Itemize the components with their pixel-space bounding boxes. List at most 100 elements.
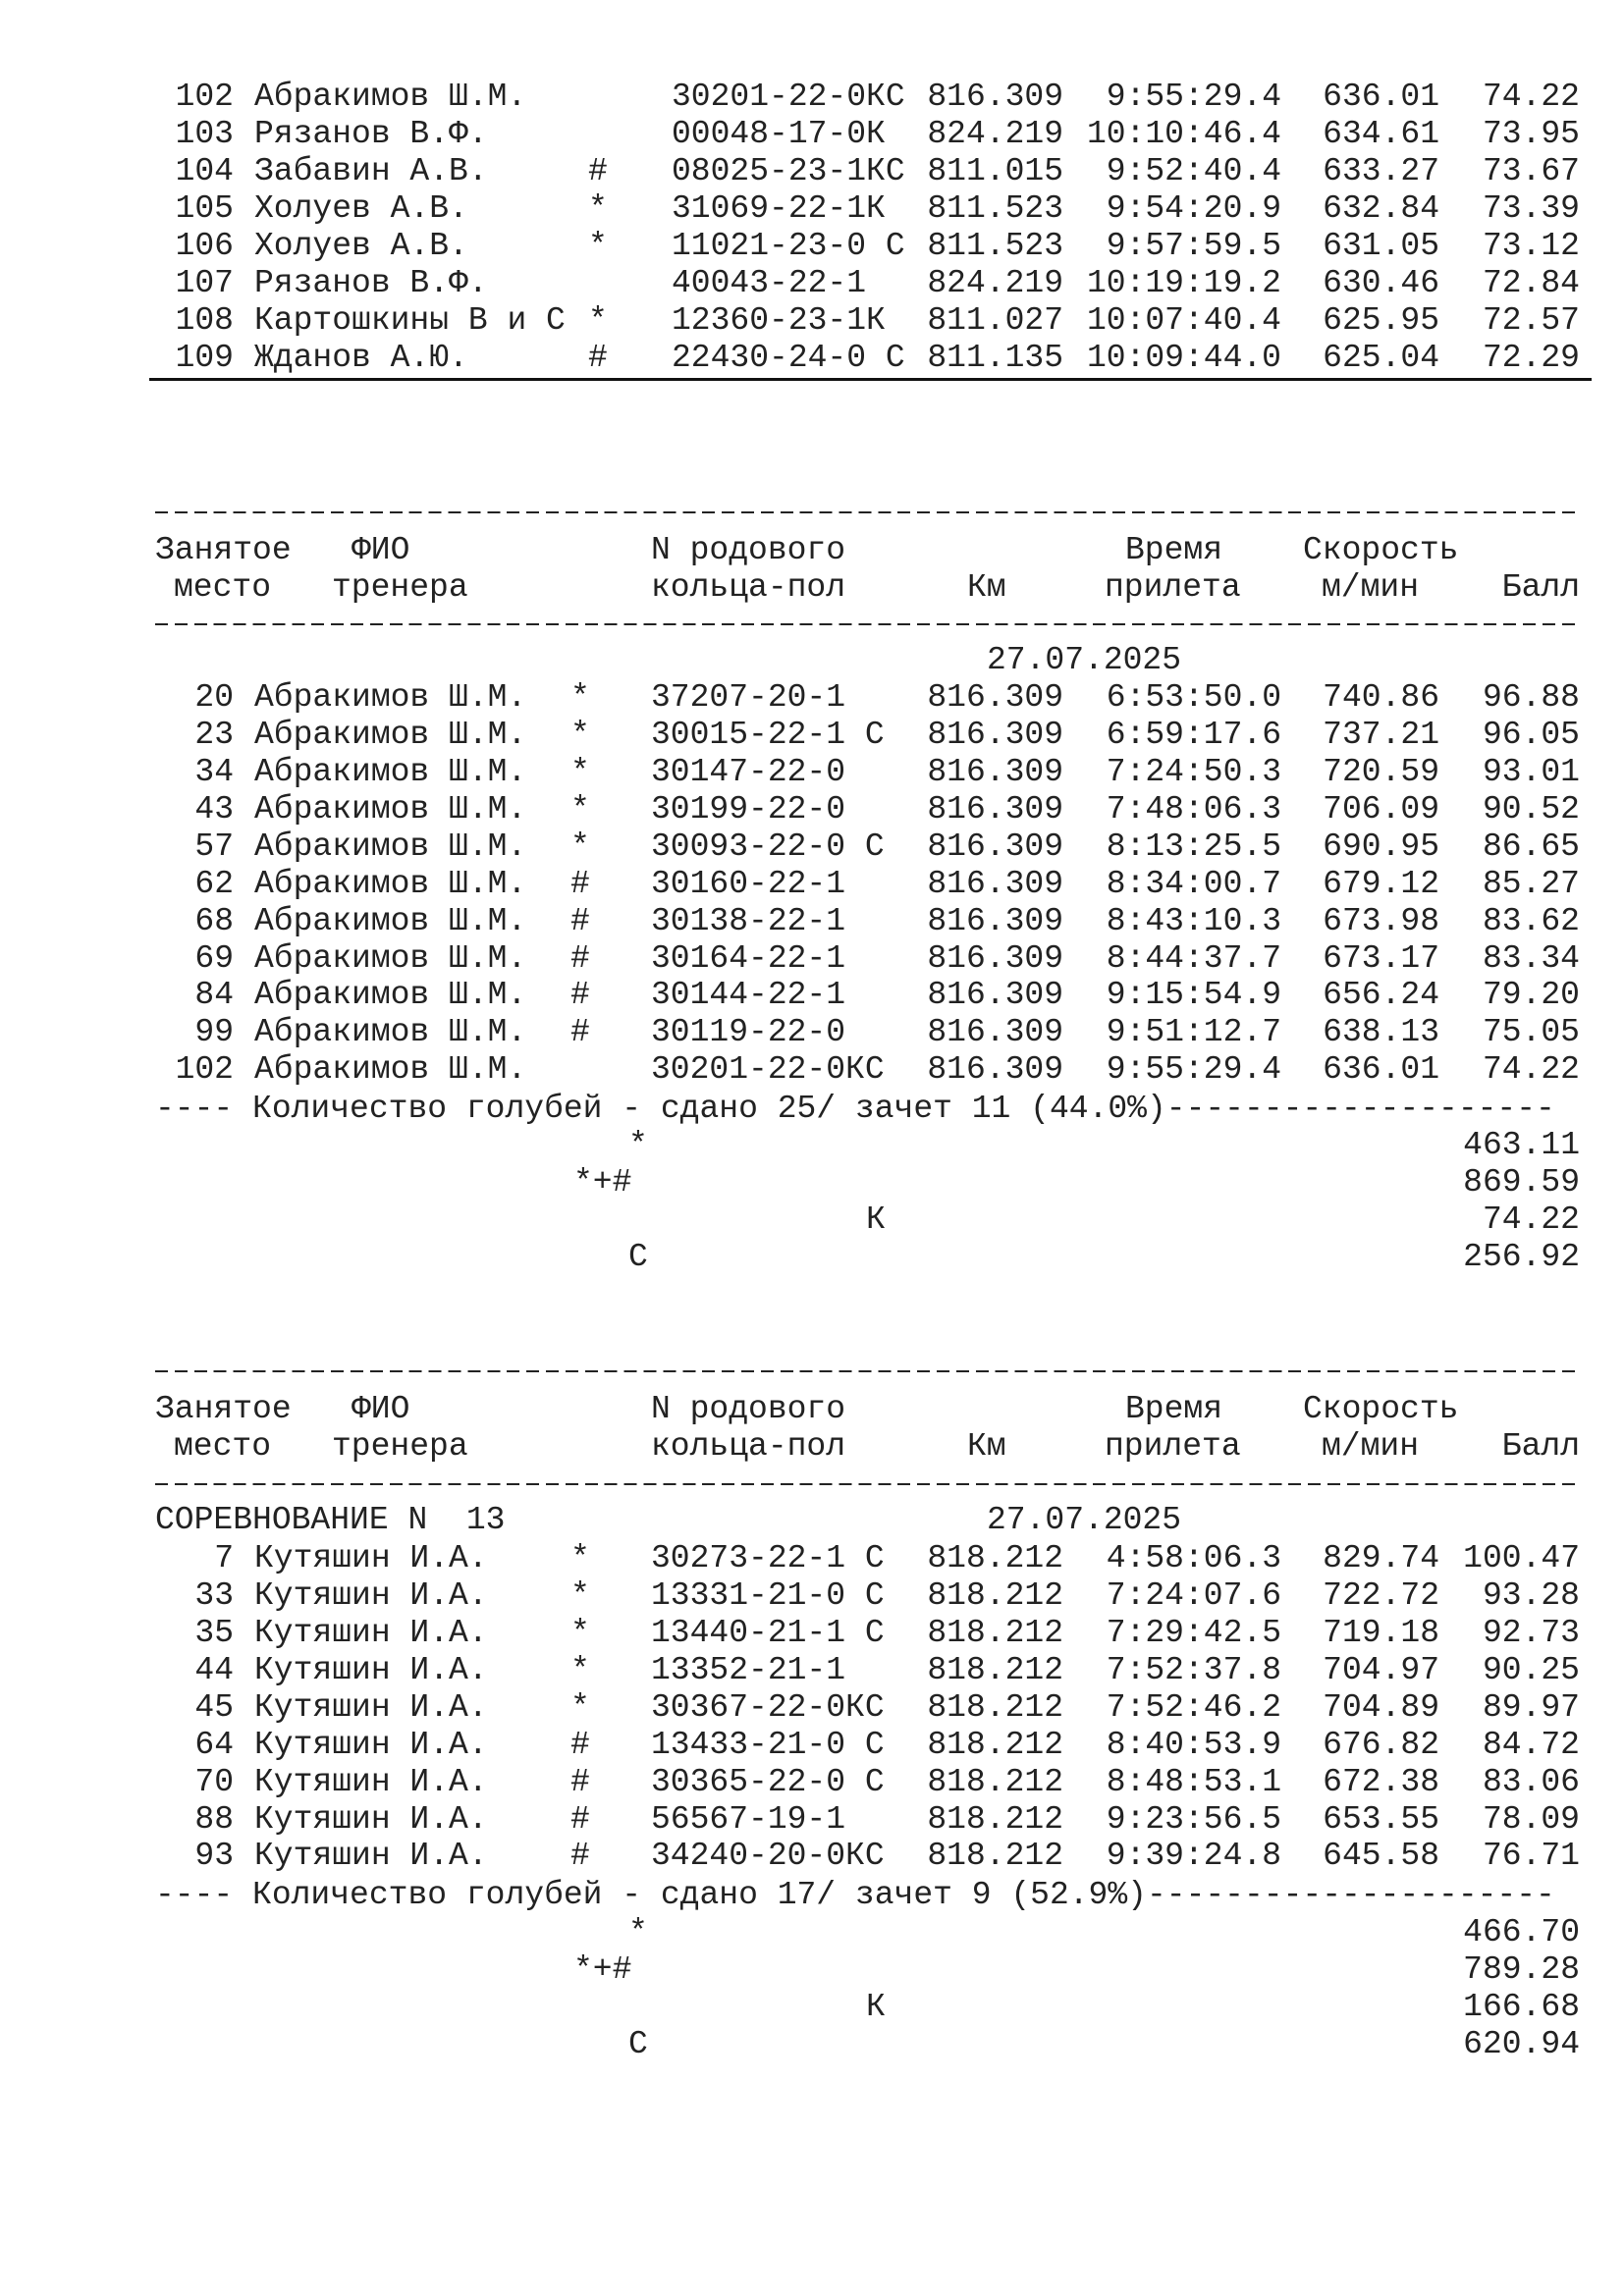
ring-number: 13433-21-0 С: [651, 1726, 885, 1763]
category-mark: #: [570, 939, 590, 977]
category-mark: #: [570, 977, 590, 1014]
distance-km: 816.309: [927, 828, 1063, 865]
competition-title: СОРЕВНОВАНИЕ N 13: [155, 1502, 506, 1538]
distance-km: 811.523: [927, 227, 1063, 264]
trainer-name: Абракимов Ш.М.: [254, 902, 527, 939]
speed: 630.46: [1323, 264, 1439, 301]
category-mark: *: [570, 753, 590, 790]
category-mark: #: [570, 1800, 590, 1838]
score: 90.52: [1482, 790, 1580, 828]
total-label: *: [628, 1914, 648, 1950]
header-speed: м/мин: [1322, 1427, 1420, 1465]
header-speed: м/мин: [1322, 568, 1420, 606]
score: 75.05: [1482, 1014, 1580, 1051]
dashed-separator: [155, 1370, 1580, 1372]
category-mark: *: [588, 189, 608, 227]
score: 86.65: [1482, 828, 1580, 865]
header-score: Балл: [1501, 568, 1580, 606]
category-mark: #: [588, 339, 608, 376]
ring-number: 12360-23-1К: [672, 301, 886, 339]
distance-km: 816.309: [927, 902, 1063, 939]
ring-number: 13352-21-1: [651, 1651, 846, 1688]
ring-number: 11021-23-0 С: [672, 227, 905, 264]
distance-km: 816.309: [927, 1014, 1063, 1051]
ring-number: 30138-22-1: [651, 902, 846, 939]
trainer-name: Картошкины В и С: [254, 301, 566, 339]
distance-km: 816.309: [927, 939, 1063, 977]
arrival-time: 10:09:44.0: [1086, 339, 1281, 376]
total-label: *+#: [573, 1163, 632, 1201]
arrival-time: 9:51:12.7: [1106, 1014, 1281, 1051]
total-value: 256.92: [1463, 1238, 1580, 1275]
trainer-name: Абракимов Ш.М.: [254, 939, 527, 977]
distance-km: 816.309: [927, 865, 1063, 902]
category-mark: *: [570, 716, 590, 753]
distance-km: 818.212: [927, 1576, 1063, 1614]
score: 90.25: [1482, 1651, 1580, 1688]
speed: 638.13: [1323, 1014, 1439, 1051]
total-value: 463.11: [1463, 1127, 1580, 1163]
arrival-time: 7:52:46.2: [1106, 1688, 1281, 1726]
header-place: Занятое: [155, 1391, 292, 1427]
arrival-time: 10:19:19.2: [1086, 264, 1281, 301]
table-bottom-rule: [149, 378, 1592, 381]
place: 109: [175, 339, 234, 376]
speed: 634.61: [1323, 115, 1439, 152]
ring-number: 30093-22-0 С: [651, 828, 885, 865]
speed: 625.95: [1323, 301, 1439, 339]
score: 73.95: [1482, 115, 1580, 152]
arrival-time: 8:48:53.1: [1106, 1763, 1281, 1800]
trainer-name: Абракимов Ш.М.: [254, 790, 527, 828]
total-label: К: [866, 1988, 886, 2025]
place: 107: [175, 264, 234, 301]
arrival-time: 8:43:10.3: [1106, 902, 1281, 939]
speed: 722.72: [1323, 1576, 1439, 1614]
place: 108: [175, 301, 234, 339]
speed: 645.58: [1323, 1838, 1439, 1875]
trainer-name: Рязанов В.Ф.: [254, 264, 488, 301]
trainer-name: Абракимов Ш.М.: [254, 1051, 527, 1089]
place: 105: [175, 189, 234, 227]
header-trainer: ФИО: [352, 532, 410, 568]
place: 64: [194, 1726, 234, 1763]
trainer-name: Рязанов В.Ф.: [254, 115, 488, 152]
trainer-name: Кутяшин И.А.: [254, 1614, 488, 1651]
ring-number: 30201-22-0КС: [672, 79, 905, 115]
score: 92.73: [1482, 1614, 1580, 1651]
distance-km: 816.309: [927, 753, 1063, 790]
speed: 737.21: [1323, 716, 1439, 753]
ring-number: 37207-20-1: [651, 679, 846, 716]
ring-number: 08025-23-1КС: [672, 152, 905, 189]
category-mark: *: [588, 301, 608, 339]
score: 72.29: [1482, 339, 1580, 376]
arrival-time: 4:58:06.3: [1106, 1540, 1281, 1576]
speed: 636.01: [1323, 79, 1439, 115]
distance-km: 816.309: [927, 977, 1063, 1014]
speed: 740.86: [1323, 679, 1439, 716]
header-time: Время: [1125, 1391, 1223, 1427]
place: 103: [175, 115, 234, 152]
place: 99: [194, 1014, 234, 1051]
place: 93: [194, 1838, 234, 1875]
distance-km: 818.212: [927, 1838, 1063, 1875]
ring-number: 30160-22-1: [651, 865, 846, 902]
place: 43: [194, 790, 234, 828]
arrival-time: 7:48:06.3: [1106, 790, 1281, 828]
speed: 653.55: [1323, 1800, 1439, 1838]
category-mark: *: [570, 1688, 590, 1726]
place: 102: [175, 79, 234, 115]
distance-km: 816.309: [927, 716, 1063, 753]
arrival-time: 8:40:53.9: [1106, 1726, 1281, 1763]
score: 73.12: [1482, 227, 1580, 264]
distance-km: 811.015: [927, 152, 1063, 189]
distance-km: 824.219: [927, 115, 1063, 152]
speed: 719.18: [1323, 1614, 1439, 1651]
total-label: *: [628, 1127, 648, 1163]
total-value: 869.59: [1463, 1163, 1580, 1201]
category-mark: #: [588, 152, 608, 189]
arrival-time: 6:53:50.0: [1106, 679, 1281, 716]
category-mark: #: [570, 1763, 590, 1800]
trainer-name: Абракимов Ш.М.: [254, 679, 527, 716]
trainer-name: Холуев А.В.: [254, 227, 468, 264]
score: 74.22: [1482, 79, 1580, 115]
